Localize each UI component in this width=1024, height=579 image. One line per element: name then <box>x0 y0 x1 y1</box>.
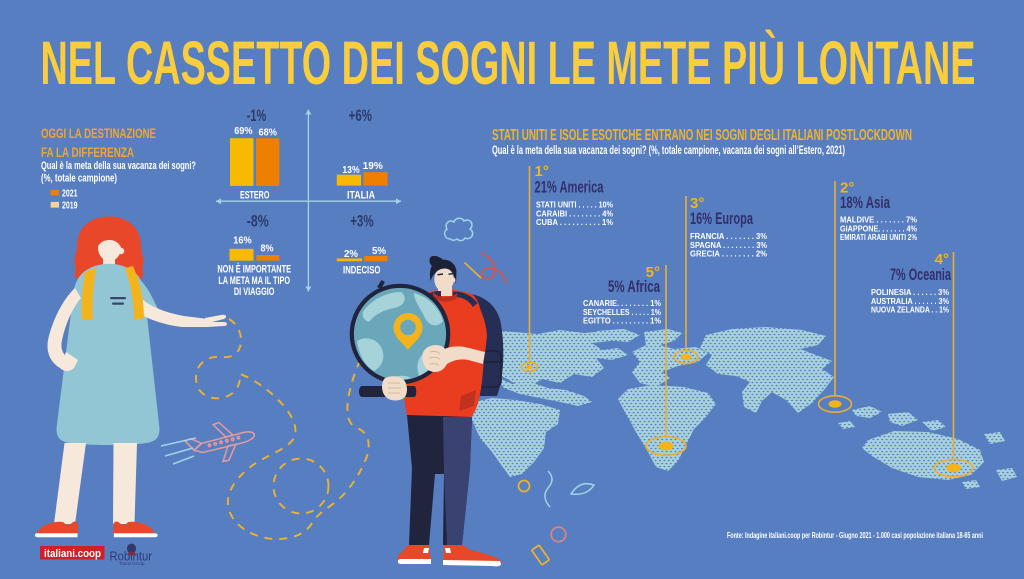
svg-text:ESTERO: ESTERO <box>240 189 269 201</box>
svg-text:21% America: 21% America <box>535 179 605 197</box>
svg-text:4°: 4° <box>935 251 949 268</box>
svg-text:NEL CASSETTO DEI SOGNI LE METE: NEL CASSETTO DEI SOGNI LE METE PIÙ LONTA… <box>41 29 976 98</box>
svg-text:-1%: -1% <box>247 107 267 125</box>
svg-text:CUBA . . . . . . . . . . 1%: CUBA . . . . . . . . . . 1% <box>536 217 613 227</box>
svg-text:GIAPPONE. . . . . . . 4%: GIAPPONE. . . . . . . 4% <box>840 223 917 233</box>
svg-text:ITALIA: ITALIA <box>347 189 375 201</box>
svg-text:EGITTO . . . . . . . . . 1%: EGITTO . . . . . . . . . 1% <box>583 316 661 326</box>
svg-text:-8%: -8% <box>247 213 269 231</box>
svg-text:7% Oceania: 7% Oceania <box>890 266 952 284</box>
svg-text:19%: 19% <box>363 161 383 172</box>
svg-text:5% Africa: 5% Africa <box>608 278 661 296</box>
svg-text:+6%: +6% <box>349 107 372 125</box>
svg-text:GRECIA . . . . . . . . 2%: GRECIA . . . . . . . . 2% <box>690 249 767 259</box>
svg-text:Qual è la meta della sua vacan: Qual è la meta della sua vacanza dei sog… <box>41 160 196 172</box>
svg-text:2°: 2° <box>840 180 854 197</box>
svg-text:OGGI LA DESTINAZIONE: OGGI LA DESTINAZIONE <box>41 126 156 142</box>
svg-text:Travel Group: Travel Group <box>119 561 145 566</box>
svg-text:EMIRATI ARABI UNITI 2%: EMIRATI ARABI UNITI 2% <box>840 232 917 242</box>
svg-text:AUSTRALIA . . . . . . 3%: AUSTRALIA . . . . . . 3% <box>871 296 949 306</box>
svg-text:2021: 2021 <box>62 188 78 200</box>
svg-text:SPAGNA . . . . . . . . 3%: SPAGNA . . . . . . . . 3% <box>690 240 767 250</box>
svg-text:16% Europa: 16% Europa <box>690 210 754 228</box>
svg-text:2019: 2019 <box>62 200 78 212</box>
svg-text:LA META MA IL TIPO: LA META MA IL TIPO <box>218 275 290 287</box>
svg-text:italiani.coop: italiani.coop <box>44 548 101 560</box>
svg-text:Qual è la meta della sua vacan: Qual è la meta della sua vacanza dei sog… <box>492 145 845 157</box>
svg-text:STATI UNITI E ISOLE ESOTICHE E: STATI UNITI E ISOLE ESOTICHE ENTRANO NEI… <box>492 127 912 144</box>
svg-text:Robintur: Robintur <box>110 550 153 564</box>
svg-text:NON È IMPORTANTE: NON È IMPORTANTE <box>217 263 291 276</box>
svg-text:SEYCHELLES . . . . . 1%: SEYCHELLES . . . . . 1% <box>583 307 661 317</box>
svg-text:Fonte: Indagine italiani.coop: Fonte: Indagine italiani.coop per Robint… <box>727 531 983 540</box>
svg-text:INDECISO: INDECISO <box>343 265 380 277</box>
svg-text:3°: 3° <box>690 195 704 212</box>
svg-text:CARAIBI . . . . . . . . 4%: CARAIBI . . . . . . . . 4% <box>536 208 613 218</box>
svg-text:NUOVA ZELANDA . . 1%: NUOVA ZELANDA . . 1% <box>871 305 949 315</box>
svg-text:STATI UNITI . . . . . 10%: STATI UNITI . . . . . 10% <box>536 200 613 210</box>
svg-text:13%: 13% <box>342 165 359 176</box>
svg-text:68%: 68% <box>259 128 277 139</box>
svg-text:(%, totale campione): (%, totale campione) <box>41 173 117 185</box>
svg-text:18% Asia: 18% Asia <box>840 194 891 212</box>
svg-text:MALDIVE . . . . . . . 7%: MALDIVE . . . . . . . 7% <box>840 215 917 225</box>
svg-text:5%: 5% <box>372 246 386 257</box>
svg-text:8%: 8% <box>261 244 274 255</box>
svg-text:FRANCIA . . . . . . . 3%: FRANCIA . . . . . . . 3% <box>690 231 767 241</box>
svg-text:DI VIAGGIO: DI VIAGGIO <box>234 286 275 298</box>
svg-text:1°: 1° <box>535 163 549 180</box>
svg-text:FA LA DIFFERENZA: FA LA DIFFERENZA <box>41 145 134 161</box>
svg-text:2%: 2% <box>344 249 358 260</box>
svg-text:16%: 16% <box>233 236 251 247</box>
svg-text:5°: 5° <box>646 264 660 281</box>
svg-text:69%: 69% <box>234 126 252 137</box>
svg-text:CANARIE. . . . . . . . 1%: CANARIE. . . . . . . . 1% <box>583 298 661 308</box>
svg-text:POLINESIA . . . . . . 3%: POLINESIA . . . . . . 3% <box>871 287 949 297</box>
svg-text:+3%: +3% <box>350 213 373 231</box>
